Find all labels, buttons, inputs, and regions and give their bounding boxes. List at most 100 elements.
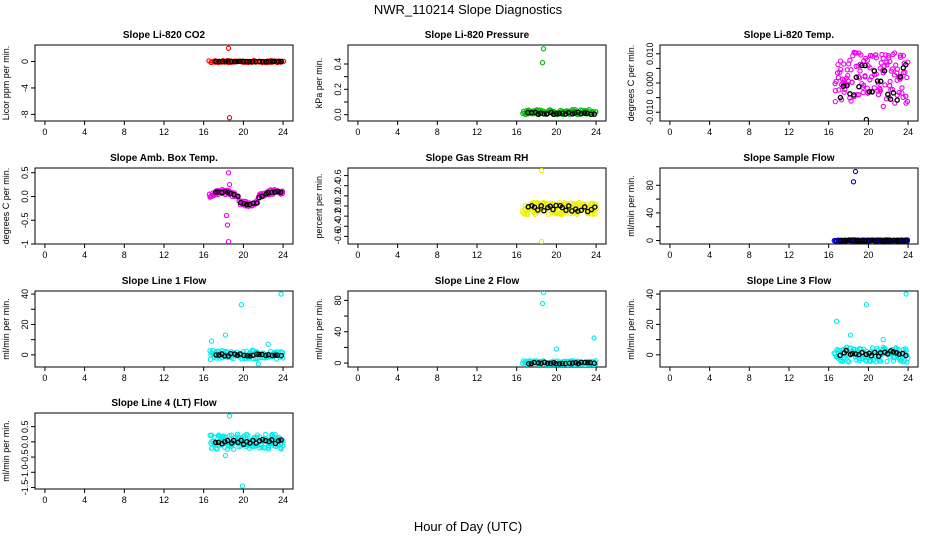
data-point	[850, 237, 857, 243]
data-point	[885, 91, 891, 98]
data-point	[890, 358, 897, 364]
data-point	[891, 50, 898, 56]
x-tick-label: 8	[747, 250, 752, 260]
data-point	[234, 58, 240, 65]
data-point	[864, 57, 870, 63]
data-point	[847, 57, 853, 63]
series-mean	[213, 58, 284, 65]
data-point	[856, 84, 862, 90]
data-point	[882, 82, 888, 88]
data-point	[224, 189, 231, 196]
data-point	[263, 431, 269, 438]
plot-frame	[34, 412, 294, 490]
x-tick-label: 24	[591, 127, 601, 137]
x-axis: 0 4 8 12 16 20 24	[355, 367, 601, 383]
data-point	[244, 352, 251, 359]
data-point	[866, 238, 872, 244]
data-point	[869, 89, 875, 95]
data-point	[887, 58, 893, 65]
data-point	[872, 349, 878, 356]
outlier-point	[539, 60, 546, 66]
data-point	[591, 360, 598, 366]
y-tick-label: 0.2	[333, 83, 343, 96]
x-tick-label: 12	[159, 250, 169, 260]
y-axis-label: ml/min per min.	[1, 420, 11, 482]
data-point	[280, 58, 287, 64]
x-tick-label: 12	[472, 250, 482, 260]
x-tick-label: 4	[82, 373, 87, 383]
x-tick-label: 20	[551, 373, 561, 383]
x-tick-label: 24	[591, 373, 601, 383]
x-tick-label: 4	[707, 127, 712, 137]
series-raw	[831, 168, 911, 244]
outlier-point	[880, 103, 886, 110]
data-point	[869, 237, 875, 244]
outlier-point	[226, 115, 233, 121]
panel-6: Slope Sample Flow 0 4 8 12 16 20 24 0 40 80 ml/min …	[626, 153, 919, 260]
data-point	[245, 432, 251, 438]
data-point	[868, 352, 875, 359]
x-tick-label: 24	[278, 495, 288, 505]
outlier-point	[540, 291, 547, 296]
data-point	[900, 53, 907, 59]
y-tick-label: -0.010	[645, 99, 655, 125]
data-point	[241, 200, 247, 207]
x-tick-label: 12	[159, 495, 169, 505]
data-point	[256, 194, 262, 201]
x-tick-label: 16	[824, 127, 834, 137]
x-tick-label: 24	[278, 373, 288, 383]
data-point	[231, 446, 237, 453]
data-point	[832, 88, 839, 94]
outlier-point	[847, 332, 854, 338]
data-point	[211, 434, 217, 440]
outlier-point	[852, 168, 859, 175]
data-point	[566, 203, 572, 209]
outlier-point	[903, 291, 909, 297]
x-tick-label: 4	[82, 250, 87, 260]
plot-frame	[659, 167, 919, 245]
x-tick-label: 16	[199, 495, 209, 505]
y-tick-label: -1	[20, 240, 30, 248]
data-points	[831, 168, 911, 244]
data-point	[277, 189, 284, 195]
data-point	[280, 443, 286, 449]
data-point	[843, 237, 850, 244]
data-point	[278, 352, 285, 359]
data-point	[881, 68, 888, 74]
data-point	[563, 207, 569, 214]
data-point	[578, 110, 584, 117]
x-tick-label: 16	[824, 373, 834, 383]
panel-title: Slope Line 2 Flow	[435, 276, 520, 287]
x-tick-label: 20	[238, 127, 248, 137]
x-tick-label: 0	[667, 373, 672, 383]
y-tick-label: 0.4	[333, 58, 343, 71]
x-tick-label: 4	[395, 127, 400, 137]
panel-title: Slope Li-820 CO2	[123, 30, 206, 41]
figure-title: NWR_110214 Slope Diagnostics	[374, 2, 563, 17]
x-tick-label: 4	[707, 373, 712, 383]
series-mean	[837, 62, 909, 121]
data-point	[889, 66, 895, 72]
data-point	[213, 352, 219, 358]
data-point	[559, 360, 565, 367]
outlier-point	[863, 302, 870, 308]
data-point	[269, 437, 275, 443]
data-point	[903, 347, 909, 354]
series-mean	[213, 350, 285, 359]
y-tick-label: 0	[645, 352, 655, 357]
panel-title: Slope Gas Stream RH	[426, 153, 529, 164]
data-point	[848, 98, 854, 104]
x-tick-label: 24	[903, 250, 913, 260]
panel-title: Slope Line 1 Flow	[122, 276, 207, 287]
data-point	[894, 66, 901, 72]
data-point	[845, 72, 851, 79]
y-tick-label: -4	[20, 84, 30, 92]
y-tick-label: 0.5	[20, 166, 30, 179]
data-point	[860, 82, 867, 88]
x-axis: 0 4 8 12 16 20 24	[42, 489, 288, 505]
y-tick-label: 80	[645, 180, 655, 190]
outlier-point	[225, 45, 232, 51]
series-mean	[213, 188, 284, 208]
data-point	[525, 360, 532, 367]
data-point	[207, 356, 214, 363]
